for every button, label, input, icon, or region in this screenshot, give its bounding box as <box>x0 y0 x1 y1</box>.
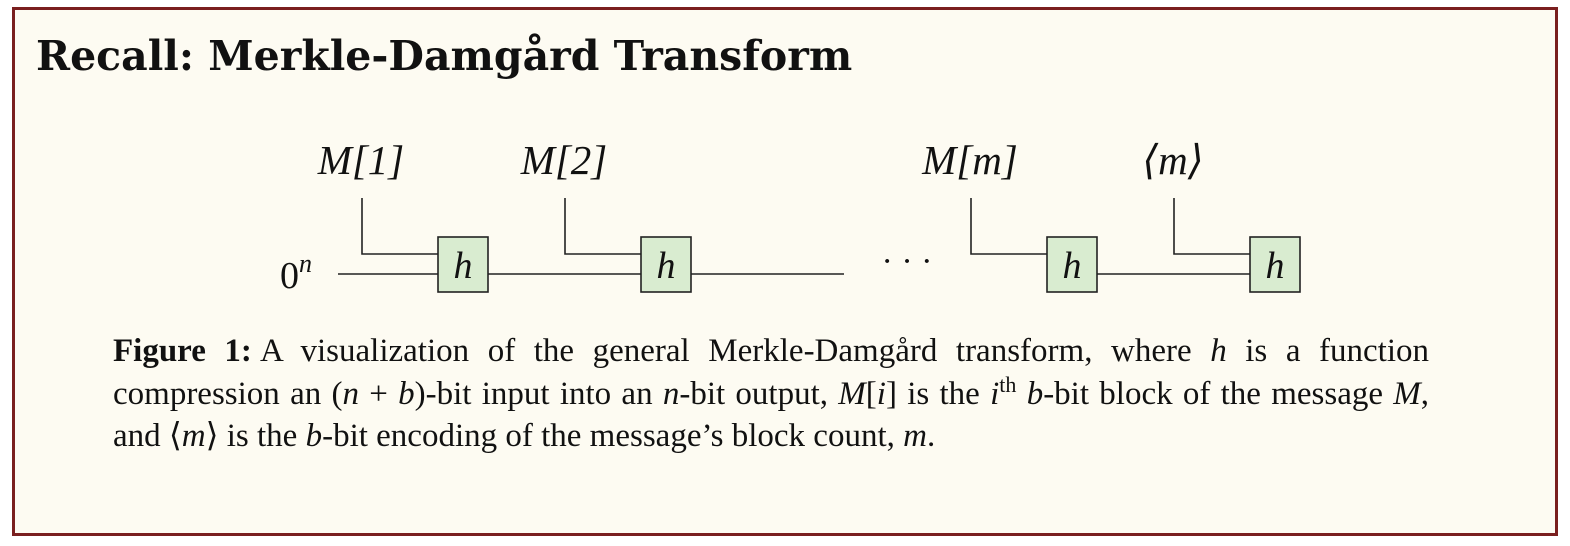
caption-math-n: n <box>662 375 680 412</box>
caption-text: . <box>926 418 936 454</box>
caption-text: [ <box>865 375 877 412</box>
input-label-1: M[1] <box>317 137 405 183</box>
caption-math-n: n <box>342 375 359 412</box>
compress-box-4-label: h <box>1266 245 1285 287</box>
iv-label-base: 0 <box>280 255 299 297</box>
compress-box-4: h <box>1249 236 1301 293</box>
caption-math-h: h <box>1210 333 1227 369</box>
slide-title: Recall: Merkle-Damgård Transform <box>36 32 853 80</box>
caption-superscript-th: th <box>999 371 1017 397</box>
caption-math-m: m <box>181 418 206 454</box>
compress-box-2-label: h <box>657 245 676 287</box>
caption-text: ⟩ is the <box>205 418 306 454</box>
compress-box-2: h <box>640 236 692 293</box>
caption-math-m: m <box>903 418 927 454</box>
caption-math-M: M <box>1393 375 1421 412</box>
caption-text: )-bit input into an <box>414 375 663 412</box>
ellipsis: · · · <box>882 243 933 280</box>
wire-input-4 <box>1173 198 1250 255</box>
caption-text: -bit block of the message <box>1043 375 1394 412</box>
input-label-2: M[2] <box>520 137 608 183</box>
input-label-3: M[m] <box>921 137 1018 183</box>
wire-input-2 <box>564 198 641 255</box>
compression-boxes: h h h h <box>437 236 1301 293</box>
wire-input-3 <box>970 198 1047 255</box>
compress-box-1-label: h <box>454 245 473 287</box>
caption-math-i: i <box>876 375 886 412</box>
compress-box-1: h <box>437 236 489 293</box>
diagram-wires <box>338 198 1250 275</box>
compress-box-3: h <box>1046 236 1098 293</box>
caption-math-b: b <box>305 418 323 454</box>
caption-text <box>1016 376 1026 412</box>
wire-input-1 <box>361 198 438 255</box>
iv-label: 0n <box>280 249 312 297</box>
caption-math-M: M <box>838 375 866 412</box>
caption-math-b: b <box>398 375 415 412</box>
compress-box-3-label: h <box>1063 245 1082 287</box>
caption-text: -bit output, <box>679 375 839 412</box>
caption-text: is a function compression an ( <box>113 333 1429 412</box>
caption-text: , and ⟨ <box>113 375 1430 455</box>
caption-text: ] <box>885 375 897 412</box>
input-label-4: ⟨m⟩ <box>1142 137 1204 183</box>
caption-text: + <box>358 375 399 412</box>
caption-math-i: i <box>990 375 1000 412</box>
caption-text: A visualization of the general Merkle-Da… <box>259 333 1211 369</box>
figure-caption: Figure 1: A visualization of the general … <box>113 330 1429 458</box>
iv-label-sup: n <box>299 249 312 278</box>
caption-math-b: b <box>1026 375 1044 412</box>
caption-text: -bit encoding of the message’s block cou… <box>322 418 904 454</box>
figure-label: Figure 1: <box>113 333 252 369</box>
caption-text: is the <box>896 375 991 412</box>
